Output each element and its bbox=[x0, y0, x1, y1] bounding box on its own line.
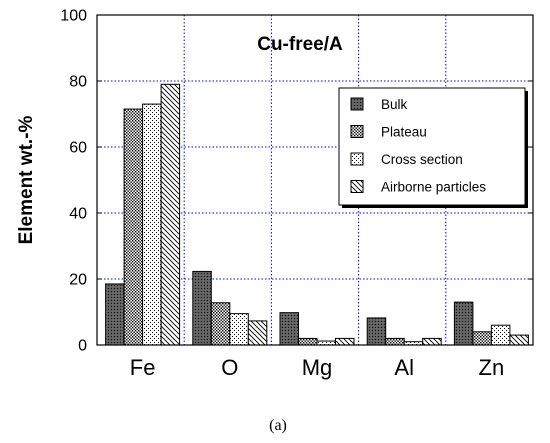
y-tick-label-100: 100 bbox=[60, 8, 87, 25]
bar-zn-airborne-particles bbox=[509, 334, 529, 346]
bar-mg-bulk bbox=[279, 312, 299, 346]
figure-caption: (a) bbox=[269, 417, 287, 434]
bar-o-airborne-particles bbox=[247, 320, 268, 346]
legend-swatch-plateau bbox=[350, 125, 364, 138]
bar-fe-airborne-particles bbox=[160, 83, 181, 346]
bar-mg-airborne-particles bbox=[335, 337, 355, 346]
legend-swatch-airborne-particles bbox=[350, 180, 364, 193]
bars bbox=[105, 83, 529, 346]
bar-zn-cross-section bbox=[490, 324, 511, 346]
plot-frame bbox=[96, 14, 534, 346]
x-tick-label-mg: Mg bbox=[302, 355, 333, 380]
bar-fe-bulk bbox=[105, 283, 125, 346]
legend-swatch-cross-section bbox=[350, 152, 364, 166]
bar-o-cross-section bbox=[229, 313, 249, 346]
y-tick-label-0: 0 bbox=[78, 338, 87, 355]
chart-title: Cu-free/A bbox=[257, 34, 343, 55]
y-axis: 0 20 40 60 80 100 bbox=[60, 8, 533, 355]
y-axis-label: Element wt.-% bbox=[16, 116, 37, 245]
bar-fe-plateau bbox=[123, 108, 144, 346]
bar-zn-bulk bbox=[453, 301, 474, 346]
x-tick-label-o: O bbox=[221, 355, 238, 380]
bar-zn-plateau bbox=[472, 331, 492, 346]
bar-al-airborne-particles bbox=[422, 337, 442, 346]
x-tick-label-al: Al bbox=[394, 355, 414, 380]
x-tick-label-zn: Zn bbox=[479, 355, 505, 380]
legend-box bbox=[338, 87, 526, 206]
bar-fe-cross-section bbox=[142, 103, 162, 346]
bar-al-bulk bbox=[366, 317, 387, 346]
legend-label-airborne-particles: Airborne particles bbox=[381, 180, 486, 195]
y-tick-label-40: 40 bbox=[69, 206, 87, 223]
x-tick-label-fe: Fe bbox=[130, 355, 156, 380]
legend-label-bulk: Bulk bbox=[381, 97, 408, 112]
legend-label-plateau: Plateau bbox=[381, 125, 427, 140]
y-tick-label-60: 60 bbox=[69, 140, 87, 157]
bar-o-plateau bbox=[210, 302, 231, 346]
bar-al-plateau bbox=[385, 337, 405, 346]
legend-label-cross-section: Cross section bbox=[381, 152, 463, 167]
y-tick-label-80: 80 bbox=[69, 74, 87, 91]
bar-mg-plateau bbox=[298, 337, 318, 346]
legend-swatch-bulk bbox=[350, 97, 364, 111]
legend: Bulk Plateau Cross section Airborne particl… bbox=[338, 87, 528, 208]
bar-o-bulk bbox=[192, 270, 212, 346]
x-axis: Fe O Mg Al Zn bbox=[130, 355, 504, 380]
y-tick-label-20: 20 bbox=[69, 272, 87, 289]
